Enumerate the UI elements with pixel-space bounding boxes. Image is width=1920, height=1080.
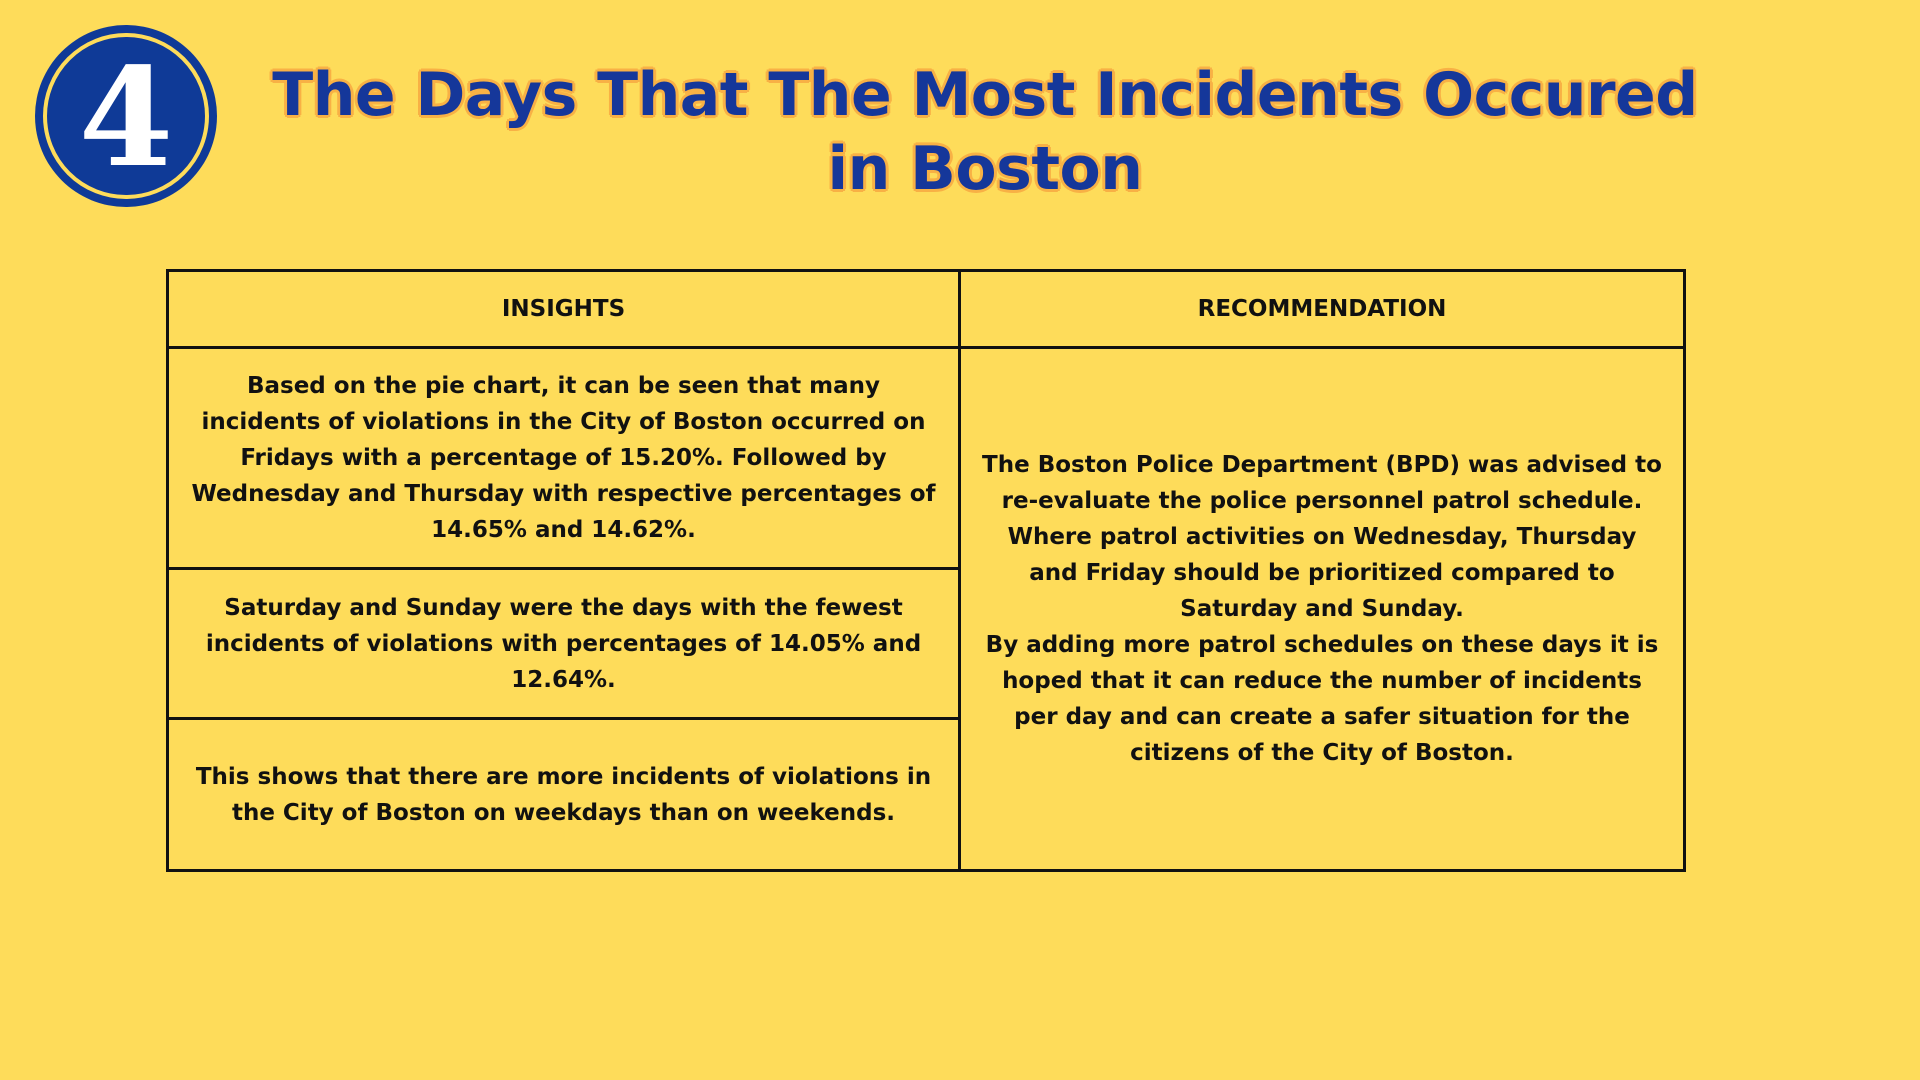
insight-cell-3: This shows that there are more incidents… (169, 720, 961, 869)
title-line-2: in Boston (827, 134, 1143, 204)
recommendation-cell: The Boston Police Department (BPD) was a… (961, 349, 1683, 869)
recommendation-header: RECOMMENDATION (961, 272, 1683, 349)
title-line-1: The Days That The Most Incidents Occured (272, 60, 1698, 130)
badge-ring (43, 33, 209, 199)
step-number-badge: 4 (35, 25, 217, 207)
insights-header: INSIGHTS (169, 272, 961, 349)
badge-number: 4 (78, 38, 174, 198)
insight-cell-1: Based on the pie chart, it can be seen t… (169, 349, 961, 570)
insights-recommendation-table: INSIGHTS RECOMMENDATION Based on the pie… (166, 269, 1686, 872)
insight-cell-2: Saturday and Sunday were the days with t… (169, 570, 961, 720)
recommendation-paragraph-2: By adding more patrol schedules on these… (985, 632, 1659, 766)
recommendation-paragraph-1: The Boston Police Department (BPD) was a… (982, 452, 1662, 622)
page-title: The Days That The Most Incidents Occured… (250, 58, 1720, 206)
